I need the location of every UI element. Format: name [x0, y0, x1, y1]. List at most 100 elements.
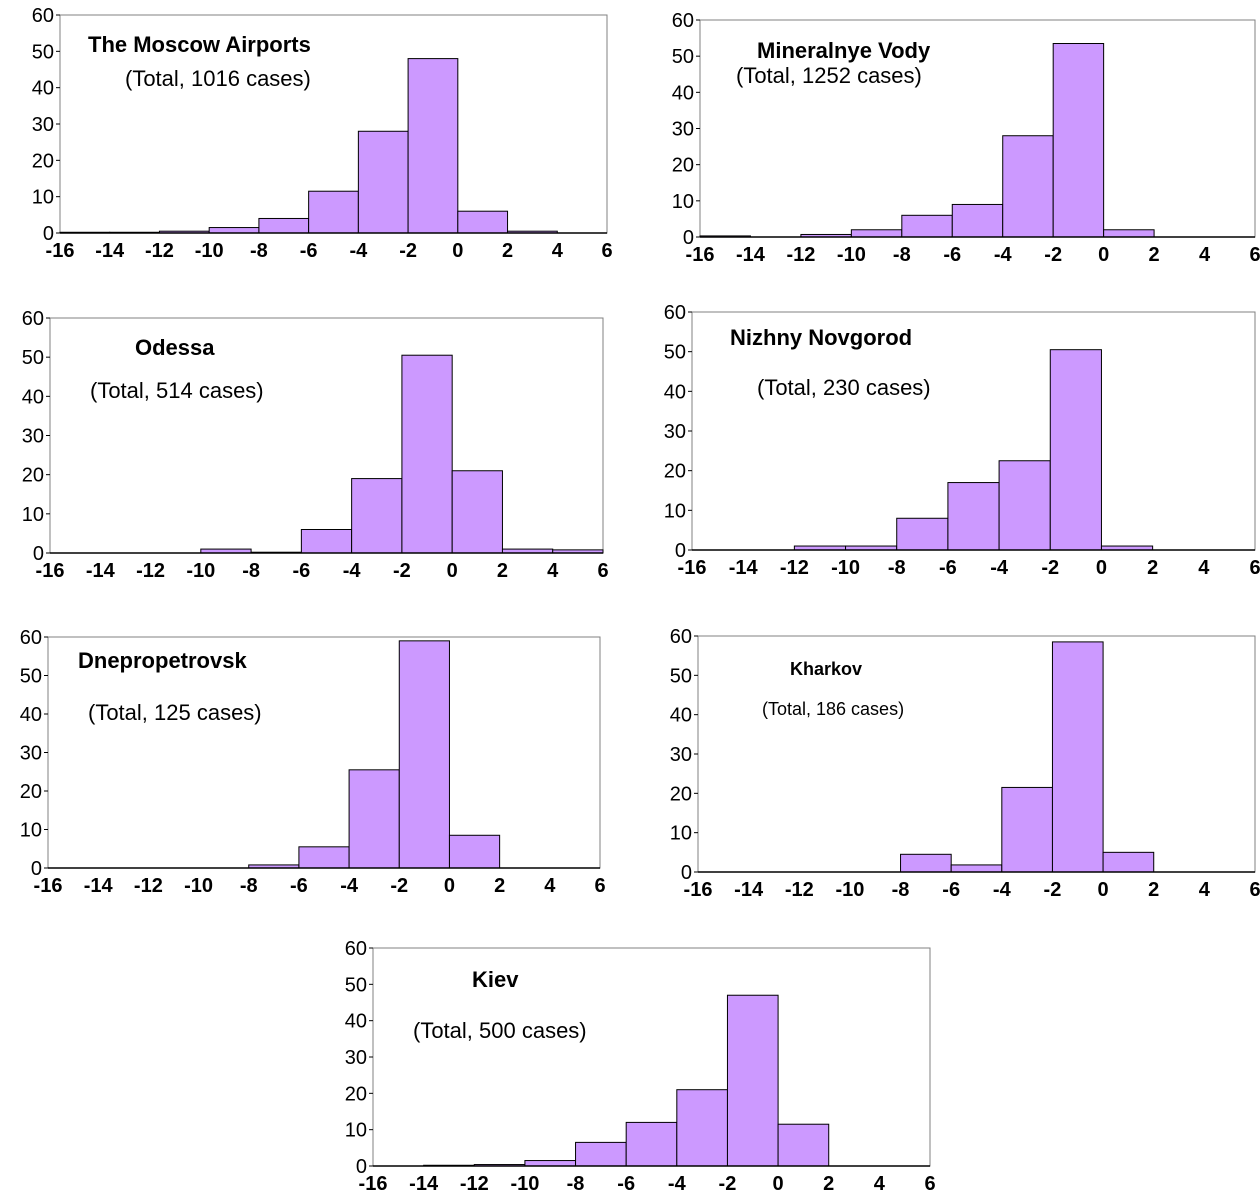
y-tick-label: 50 — [345, 974, 367, 996]
plot-area — [47, 636, 601, 869]
x-tick-label: -12 — [145, 240, 174, 262]
histogram-bar — [1051, 641, 1104, 873]
histogram-bar — [951, 203, 1004, 238]
histogram-bar — [1002, 135, 1054, 238]
histogram-bar — [351, 478, 403, 554]
x-tick-label: -8 — [240, 875, 258, 897]
x-tick-label: -6 — [617, 1173, 635, 1195]
histogram-bar — [308, 190, 359, 234]
x-tick-label: 4 — [552, 240, 564, 262]
y-tick-label: 50 — [672, 46, 694, 68]
histogram-bar — [451, 470, 503, 554]
y-tick-label: 10 — [20, 820, 42, 842]
x-tick-label: -16 — [684, 879, 713, 901]
histogram-bar — [950, 864, 1003, 873]
y-tick-label: 10 — [32, 187, 54, 209]
histogram-bar — [457, 210, 509, 234]
x-tick-label: -8 — [242, 560, 260, 582]
y-tick-label: 0 — [675, 540, 686, 562]
y-tick-label: 60 — [20, 627, 42, 649]
y-tick-label: 20 — [672, 155, 694, 177]
y-tick-label: 10 — [22, 504, 44, 526]
y-tick-label: 10 — [345, 1120, 367, 1142]
y-tick-label: 50 — [22, 347, 44, 369]
x-tick-label: -12 — [134, 875, 163, 897]
x-tick-label: -2 — [1044, 879, 1062, 901]
histogram-panel: 0 10 20 30 40 50 60 -16 -14 -12 -10 -8 -6 -4 -2 0 2 4 6 The… — [32, 5, 613, 262]
histogram-bar — [208, 227, 260, 234]
histogram-bar — [947, 482, 1000, 551]
histogram-bar — [524, 1160, 577, 1167]
x-tick-label: 4 — [1199, 879, 1211, 901]
y-tick-label: 50 — [20, 666, 42, 688]
x-tick-label: -8 — [250, 240, 268, 262]
x-tick-label: 0 — [1098, 244, 1109, 266]
x-tick-label: -14 — [84, 875, 114, 897]
x-tick-label: -2 — [393, 560, 411, 582]
y-tick-label: 0 — [43, 223, 54, 245]
y-tick-label: 20 — [670, 783, 692, 805]
histogram-bar — [258, 217, 310, 234]
x-tick-label: -2 — [1044, 244, 1062, 266]
histogram-bar — [676, 1089, 728, 1167]
histogram-bar — [777, 1123, 830, 1167]
y-tick-label: 40 — [670, 705, 692, 727]
histogram-bar — [401, 354, 453, 554]
x-tick-label: 6 — [597, 560, 608, 582]
x-tick-label: -8 — [567, 1173, 585, 1195]
x-tick-label: -6 — [939, 557, 957, 579]
y-tick-label: 60 — [664, 302, 686, 324]
histogram-bar — [348, 769, 400, 869]
histogram-bar — [900, 853, 952, 873]
x-tick-label: -10 — [186, 560, 215, 582]
plot-area — [699, 19, 1256, 238]
y-tick-label: 10 — [670, 823, 692, 845]
y-tick-label: 10 — [664, 500, 686, 522]
x-tick-label: -8 — [888, 557, 906, 579]
x-tick-label: -6 — [290, 875, 308, 897]
x-tick-label: 0 — [447, 560, 458, 582]
panel-title: Kharkov — [790, 659, 862, 679]
y-tick-label: 20 — [32, 150, 54, 172]
y-tick-label: 40 — [345, 1011, 367, 1033]
panel-title: Kiev — [472, 967, 519, 992]
x-tick-label: -16 — [678, 557, 707, 579]
plot-area — [49, 317, 604, 554]
x-tick-label: 2 — [823, 1173, 834, 1195]
plot-area — [697, 635, 1256, 873]
x-tick-label: -4 — [993, 879, 1012, 901]
y-tick-label: 10 — [672, 191, 694, 213]
x-tick-label: 4 — [547, 560, 559, 582]
y-tick-label: 50 — [664, 342, 686, 364]
x-tick-label: 6 — [601, 240, 612, 262]
x-tick-label: -6 — [943, 244, 961, 266]
histogram-panel: 0 10 20 30 40 50 60 -16 -14 -12 -10 -8 -6 -4 -2 0 2 4 6 Ode… — [22, 308, 609, 582]
y-tick-label: 20 — [345, 1083, 367, 1105]
x-tick-label: 4 — [874, 1173, 886, 1195]
histogram-panel: 0 10 20 30 40 50 60 -16 -14 -12 -10 -8 -6 -4 -2 0 2 4 6 Dne… — [20, 627, 606, 897]
x-tick-label: 2 — [494, 875, 505, 897]
x-tick-label: -10 — [831, 557, 860, 579]
x-tick-label: -16 — [359, 1173, 388, 1195]
x-tick-label: 2 — [502, 240, 513, 262]
y-tick-label: 40 — [20, 704, 42, 726]
x-tick-label: 2 — [497, 560, 508, 582]
x-tick-label: 0 — [773, 1173, 784, 1195]
y-tick-label: 40 — [22, 386, 44, 408]
y-tick-label: 60 — [32, 5, 54, 27]
x-tick-label: -16 — [46, 240, 75, 262]
y-tick-label: 0 — [683, 227, 694, 249]
histogram-panel: 0 10 20 30 40 50 60 -16 -14 -12 -10 -8 -6 -4 -2 0 2 4 6 Min… — [672, 10, 1260, 266]
x-tick-label: 2 — [1147, 557, 1158, 579]
y-tick-label: 40 — [664, 381, 686, 403]
y-tick-label: 30 — [672, 119, 694, 141]
y-tick-label: 60 — [22, 308, 44, 330]
x-tick-label: -4 — [990, 557, 1009, 579]
x-tick-label: 6 — [1249, 244, 1260, 266]
x-tick-label: -12 — [780, 557, 809, 579]
y-tick-label: 20 — [20, 781, 42, 803]
x-tick-label: -10 — [195, 240, 224, 262]
x-tick-label: -4 — [343, 560, 362, 582]
y-tick-label: 60 — [672, 10, 694, 32]
y-tick-label: 30 — [345, 1047, 367, 1069]
